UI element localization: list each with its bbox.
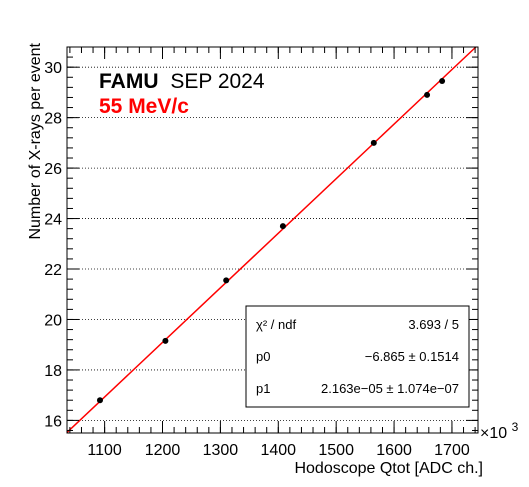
- stat-p1-label: p1: [256, 381, 270, 396]
- tick-layer: 16 18 20 22 24 26 28 30 1100 1200 1300 1400 1500 1600…: [44, 46, 478, 459]
- stat-chi2-value: 3.693 / 5: [408, 317, 459, 332]
- data-point: [370, 139, 377, 146]
- x-tick-label: 1400: [260, 442, 296, 459]
- x-tick-label: 1100: [87, 442, 122, 459]
- fit-layer: [66, 46, 477, 433]
- data-point: [162, 337, 169, 344]
- stat-chi2-label: χ² / ndf: [256, 317, 296, 332]
- x-axis-title: Hodoscope Qtot [ADC ch.]: [294, 460, 483, 477]
- y-tick-label: 30: [44, 60, 62, 77]
- x-axis-exponent-base: ×10: [480, 425, 507, 442]
- experiment-name: FAMU: [99, 70, 159, 93]
- data-point: [439, 78, 446, 85]
- y-tick-label: 24: [44, 212, 62, 229]
- data-point: [424, 91, 431, 98]
- y-tick-label: 20: [44, 312, 62, 329]
- y-tick-label: 16: [44, 413, 62, 430]
- fit-stats-box: χ² / ndf 3.693 / 5 p0 −6.865 ± 0.1514 p1…: [245, 305, 470, 408]
- fit-stats-frame: [245, 305, 470, 408]
- x-axis-exponent: ×10 3: [480, 420, 519, 442]
- x-tick-label: 1500: [318, 442, 354, 459]
- y-tick-label: 18: [44, 363, 62, 380]
- x-tick-label: 1300: [203, 442, 239, 459]
- x-tick-label: 1700: [434, 442, 470, 459]
- x-tick-label: 1600: [376, 442, 412, 459]
- x-tick-label: 1200: [145, 442, 181, 459]
- y-axis-title: Number of X-rays per event: [27, 42, 44, 239]
- data-point: [223, 277, 230, 284]
- data-point: [279, 223, 286, 230]
- stat-p1-value: 2.163e−05 ± 1.074e−07: [321, 381, 459, 396]
- experiment-date: SEP 2024: [170, 70, 265, 93]
- beam-momentum-label: 55 MeV/c: [99, 95, 189, 118]
- experiment-label: FAMU SEP 2024: [99, 70, 265, 93]
- plot-frame: [66, 46, 479, 434]
- fit-line: [66, 46, 477, 433]
- stat-p0-value: −6.865 ± 0.1514: [365, 349, 459, 364]
- x-axis-exponent-power: 3: [512, 420, 519, 434]
- y-tick-label: 26: [44, 161, 62, 178]
- y-tick-label: 28: [44, 111, 62, 128]
- y-tick-label: 22: [44, 262, 62, 279]
- point-layer: [96, 78, 446, 404]
- stat-p0-label: p0: [256, 349, 270, 364]
- data-point: [96, 397, 103, 404]
